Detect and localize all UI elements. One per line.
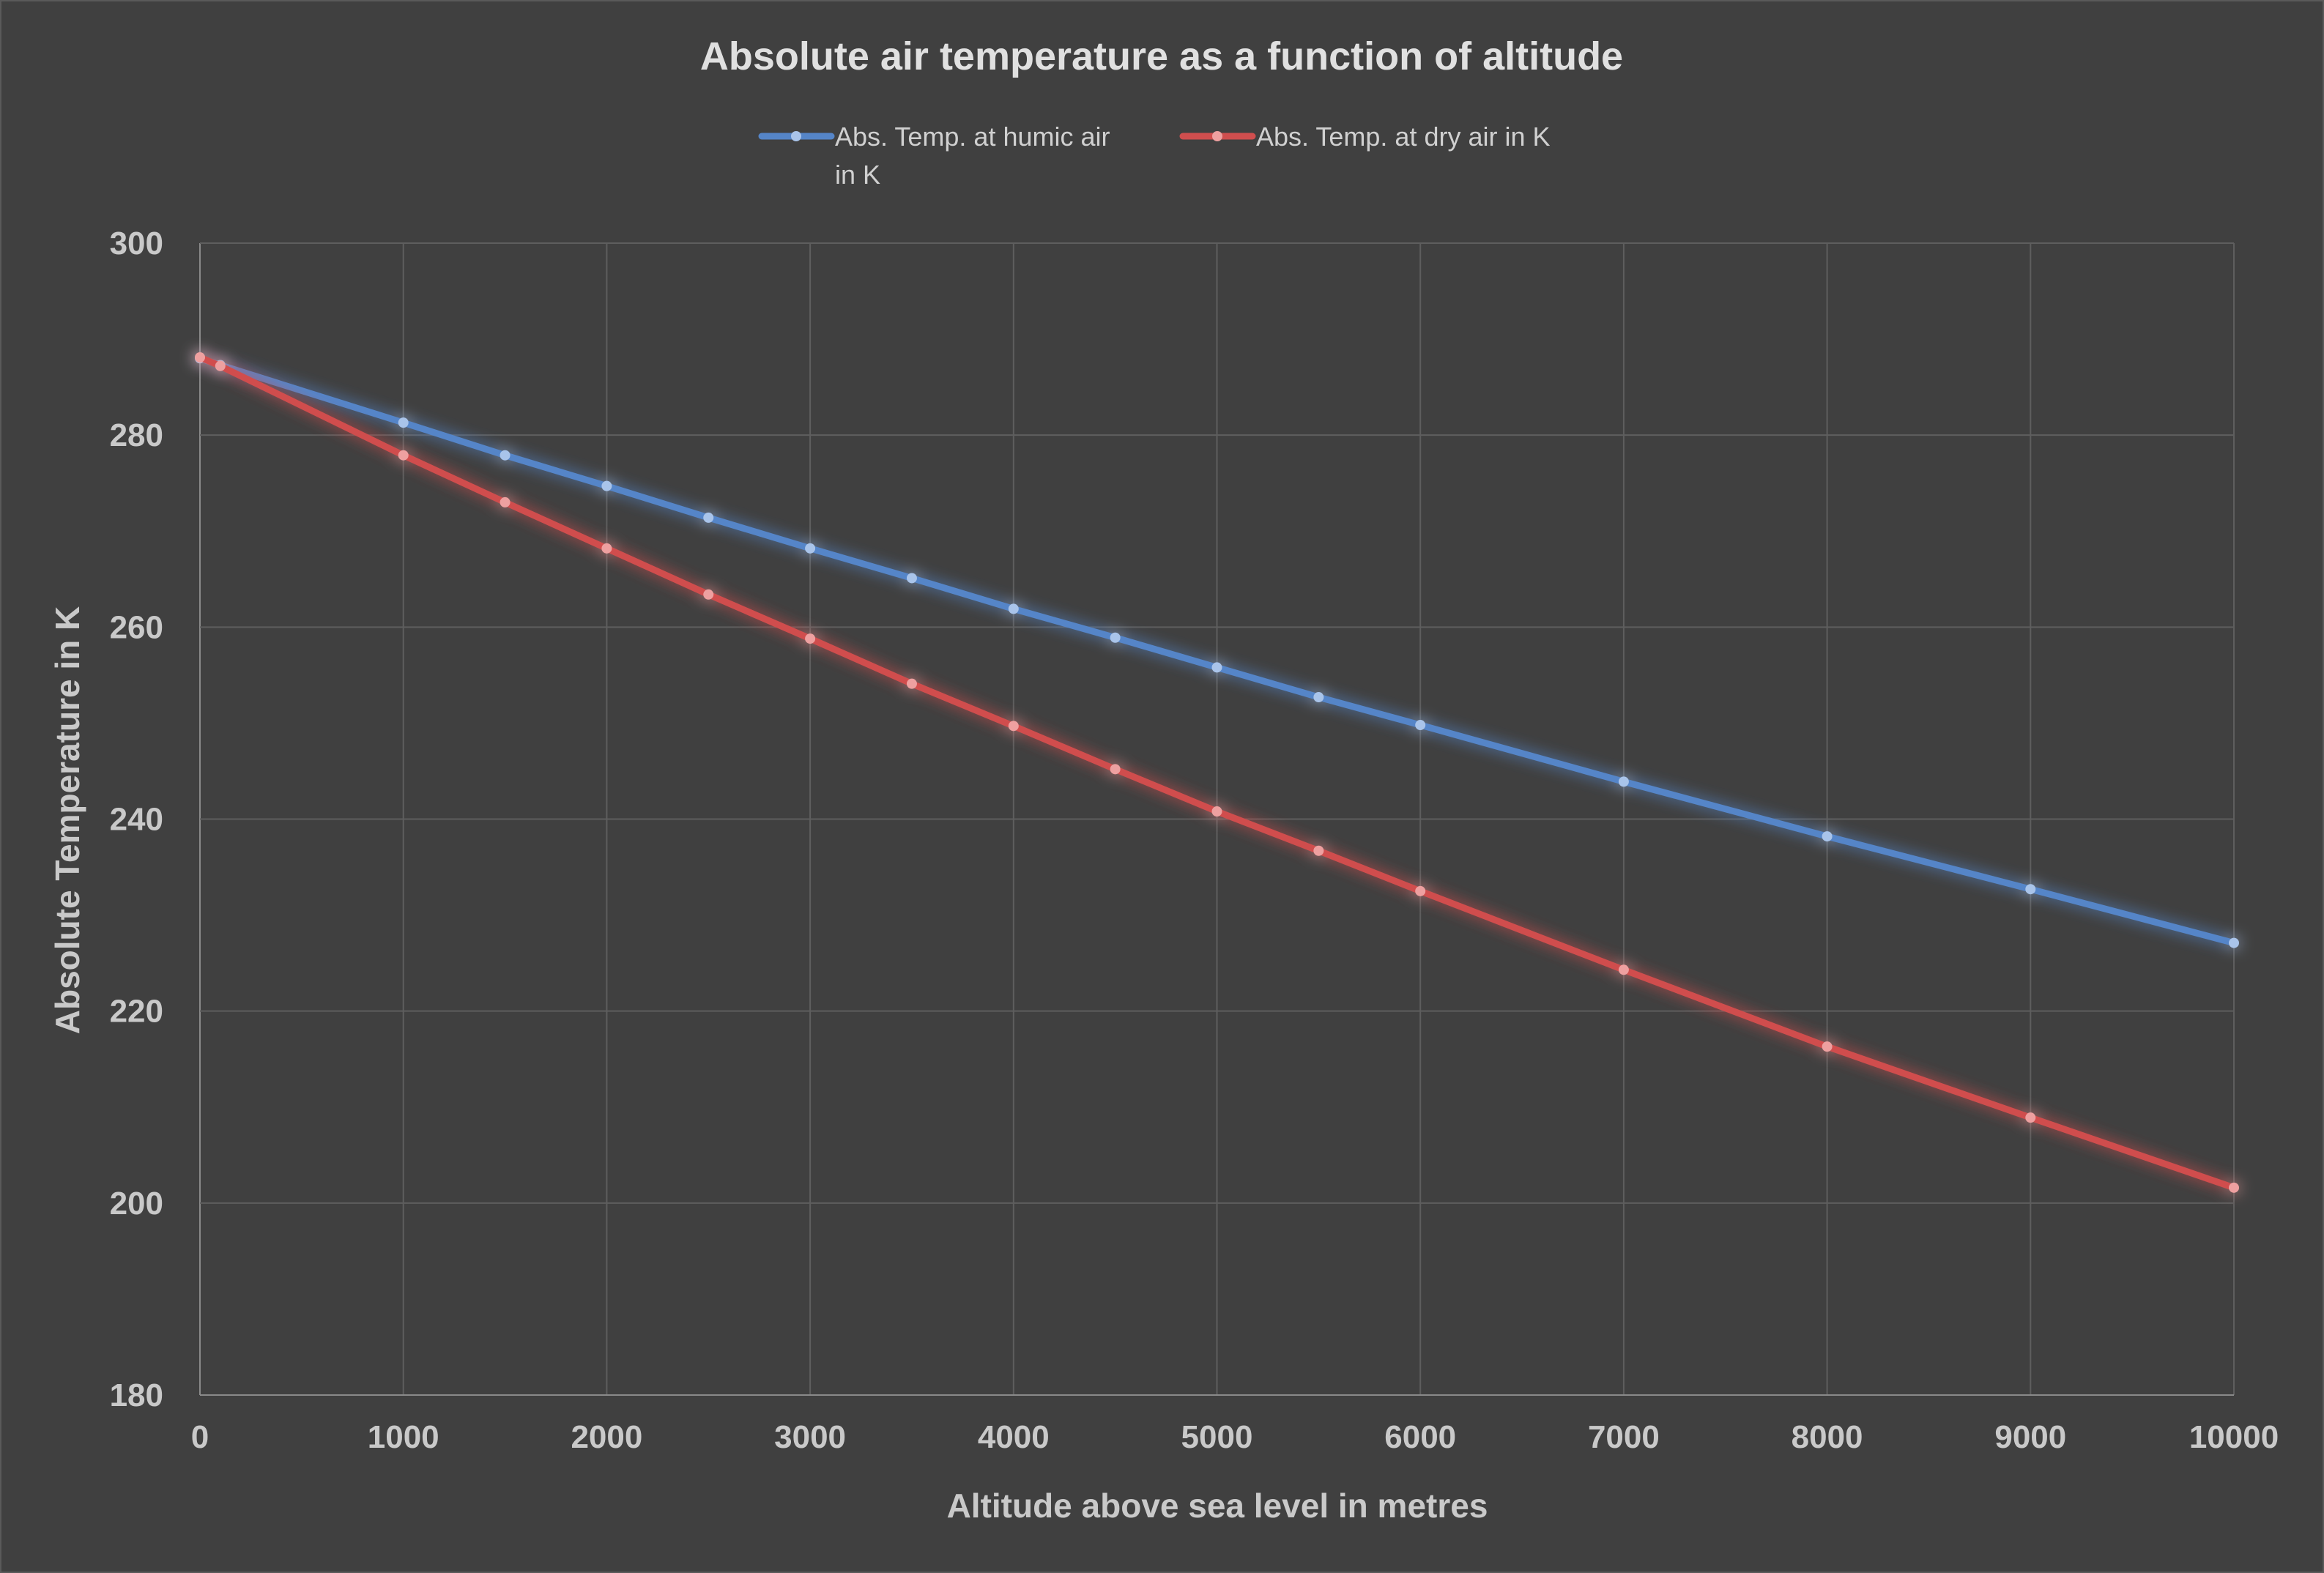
data-point (398, 417, 409, 428)
data-point (1822, 831, 1833, 842)
data-point (1211, 662, 1222, 673)
legend-item: Abs. Temp. at humic air in K (758, 122, 1110, 190)
series-1 (195, 352, 2239, 1193)
data-point (2229, 937, 2239, 948)
data-point (805, 633, 816, 644)
legend-label: Abs. Temp. at humic air (835, 122, 1110, 152)
data-point (703, 512, 714, 523)
data-point (215, 360, 226, 371)
x-tick-label: 3000 (774, 1419, 846, 1455)
x-tick-label: 6000 (1384, 1419, 1456, 1455)
tick-labels: 0 1000 2000 3000 4000 5000 6000 7000 8000 9000 100… (110, 226, 2279, 1455)
data-point (1211, 806, 1222, 817)
data-point (1618, 964, 1629, 975)
y-axis-title: Absolute Temperature in K (48, 606, 86, 1034)
data-point (2229, 1182, 2239, 1193)
chart-title: Absolute air temperature as a function o… (700, 34, 1623, 78)
y-tick-label: 300 (110, 226, 163, 261)
legend-marker (1212, 131, 1222, 141)
data-point (1313, 845, 1324, 856)
data-point (1415, 720, 1426, 731)
legend-label: Abs. Temp. at dry air in K (1256, 122, 1551, 152)
data-point (906, 678, 917, 689)
data-point (500, 497, 511, 507)
data-point (703, 589, 714, 600)
y-tick-label: 240 (110, 802, 163, 838)
x-tick-label: 4000 (978, 1419, 1050, 1455)
data-point (2025, 884, 2036, 895)
x-tick-label: 10000 (2189, 1419, 2279, 1455)
x-tick-label: 5000 (1181, 1419, 1253, 1455)
data-point (1313, 692, 1324, 703)
data-point (195, 352, 205, 362)
x-tick-label: 7000 (1588, 1419, 1660, 1455)
legend-label: in K (835, 160, 880, 190)
data-point (601, 543, 612, 554)
data-point (601, 480, 612, 491)
x-tick-label: 9000 (1994, 1419, 2066, 1455)
y-tick-label: 180 (110, 1377, 163, 1413)
x-tick-label: 2000 (571, 1419, 642, 1455)
legend-marker (791, 131, 801, 141)
x-tick-label: 8000 (1792, 1419, 1863, 1455)
data-point (1415, 885, 1426, 896)
x-axis-title: Altitude above sea level in metres (947, 1487, 1488, 1525)
data-point (906, 573, 917, 584)
y-tick-label: 200 (110, 1186, 163, 1221)
data-point (398, 450, 409, 461)
y-tick-label: 260 (110, 609, 163, 645)
data-point (1822, 1041, 1833, 1052)
y-tick-label: 280 (110, 417, 163, 453)
data-point (1618, 776, 1629, 787)
data-point (1008, 603, 1019, 614)
data-point (2025, 1112, 2036, 1123)
data-point (1110, 764, 1121, 775)
x-tick-label: 1000 (368, 1419, 439, 1455)
data-point (500, 450, 511, 461)
gridlines (199, 242, 2235, 1396)
data-point (1008, 721, 1019, 732)
series-lines (195, 352, 2239, 1193)
data-point (805, 543, 816, 554)
y-tick-label: 220 (110, 994, 163, 1030)
x-tick-label: 0 (191, 1419, 209, 1455)
legend-item: Abs. Temp. at dry air in K (1179, 122, 1551, 152)
data-point (1110, 632, 1121, 643)
